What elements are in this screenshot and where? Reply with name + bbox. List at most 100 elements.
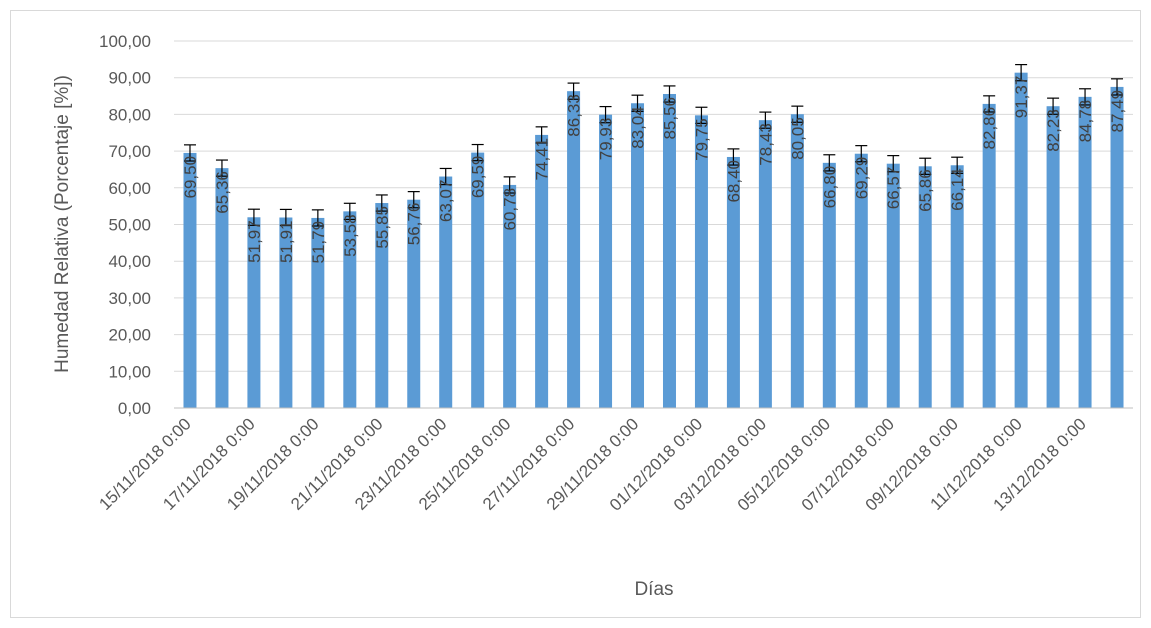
error-bar	[1015, 63, 1028, 82]
data-label: 55,85	[373, 206, 392, 249]
error-bar	[791, 105, 804, 123]
bar	[886, 163, 900, 408]
bar	[950, 165, 964, 408]
y-tick-label: 60,00	[108, 179, 151, 198]
y-tick-label: 50,00	[108, 216, 151, 235]
gridlines	[174, 40, 1133, 372]
error-bar	[567, 82, 580, 100]
data-label: 65,36	[213, 171, 232, 214]
bar	[503, 184, 517, 408]
y-tick-label: 100,00	[99, 32, 151, 51]
bar	[1078, 96, 1092, 409]
bar	[279, 217, 293, 408]
data-labels: 69,50 65,36 51,97 51,91 51,79 53,58 55,85 56,76…	[181, 76, 1127, 264]
bar	[407, 199, 421, 408]
bar	[982, 103, 996, 408]
data-label: 56,76	[405, 203, 424, 246]
error-bar	[951, 156, 964, 174]
error-bar	[663, 85, 676, 103]
data-label: 66,14	[948, 168, 967, 211]
error-bar	[407, 191, 420, 209]
bar	[183, 152, 197, 408]
error-bar	[471, 143, 484, 162]
data-label: 80,05	[788, 117, 807, 160]
error-bar	[535, 126, 548, 144]
data-label: 69,59	[469, 156, 488, 199]
data-label: 91,37	[1012, 76, 1031, 119]
error-bar	[375, 194, 388, 212]
bar	[535, 134, 549, 409]
bar	[1046, 106, 1060, 409]
data-label: 60,78	[501, 188, 520, 231]
data-label: 69,29	[852, 157, 871, 200]
data-label: 51,79	[309, 221, 328, 264]
data-label: 84,78	[1076, 100, 1095, 143]
data-label: 69,50	[181, 156, 200, 199]
bar	[822, 162, 836, 408]
error-bar	[343, 202, 356, 221]
error-bar	[695, 106, 708, 124]
data-label: 82,86	[980, 107, 999, 150]
data-label: 66,80	[820, 166, 839, 209]
error-bars	[183, 63, 1124, 227]
bar	[1014, 72, 1028, 409]
y-tick-label: 40,00	[108, 252, 151, 271]
data-label: 51,91	[277, 220, 296, 263]
y-axis-ticks: 0,00 10,00 20,00 30,00 40,00 50,00 60,00 70,00 8…	[99, 32, 151, 418]
error-bar	[823, 154, 836, 172]
error-bar	[887, 155, 900, 173]
bar	[854, 153, 868, 408]
bar	[471, 152, 485, 408]
error-bar	[183, 144, 196, 162]
error-bar	[759, 111, 772, 129]
y-tick-label: 90,00	[108, 69, 151, 88]
data-label: 82,23	[1044, 109, 1063, 152]
error-bar	[503, 176, 516, 194]
bar	[758, 120, 772, 409]
bar	[215, 168, 229, 408]
data-label: 53,58	[341, 214, 360, 257]
y-tick-label: 30,00	[108, 289, 151, 308]
y-tick-label: 10,00	[108, 362, 151, 381]
bar	[1110, 86, 1124, 409]
y-axis-title: Humedad Relativa (Porcentaje [%])	[52, 75, 73, 373]
error-bar	[727, 148, 740, 166]
y-tick-label: 80,00	[108, 105, 151, 124]
error-bar	[1047, 97, 1060, 115]
data-label: 74,41	[533, 138, 552, 181]
data-label: 79,75	[692, 118, 711, 161]
error-bar	[247, 208, 260, 226]
data-label: 51,97	[245, 220, 264, 263]
data-label: 78,43	[756, 123, 775, 166]
data-label: 83,04	[629, 106, 648, 149]
y-tick-label: 0,00	[118, 399, 151, 418]
bar	[790, 114, 804, 409]
y-tick-label: 20,00	[108, 326, 151, 345]
bar	[631, 103, 645, 409]
bar	[662, 93, 676, 408]
error-bar	[1111, 78, 1124, 96]
bar	[694, 115, 708, 408]
bar	[375, 203, 389, 408]
bars	[183, 72, 1124, 409]
bar	[439, 176, 453, 408]
data-label: 68,40	[724, 160, 743, 203]
bar	[567, 91, 581, 409]
bar	[918, 166, 932, 408]
error-bar	[919, 157, 932, 175]
data-label: 86,33	[565, 94, 584, 137]
bar	[599, 114, 613, 409]
bar	[343, 211, 357, 408]
x-axis-title: Días	[634, 579, 673, 600]
data-label: 87,49	[1108, 90, 1127, 133]
error-bar	[983, 95, 996, 113]
error-bar	[1079, 88, 1092, 106]
y-tick-label: 70,00	[108, 142, 151, 161]
bar	[311, 217, 325, 408]
error-bar	[439, 167, 452, 186]
error-bar	[311, 209, 324, 227]
error-bar	[599, 105, 612, 124]
error-bar	[215, 159, 228, 177]
